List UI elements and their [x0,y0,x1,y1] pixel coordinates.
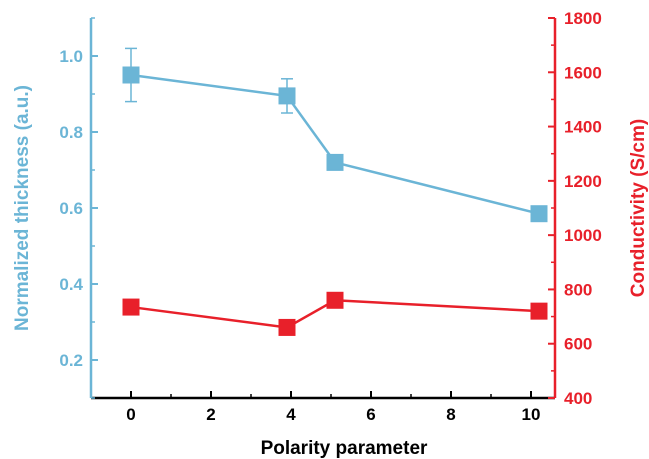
thickness-data-point [278,87,296,105]
left-y-tick-label: 0.8 [59,123,83,142]
right-y-axis-title: Conductivity (S/cm) [628,119,649,297]
right-y-tick-label: 800 [564,280,592,299]
x-tick-label: 8 [446,405,455,424]
x-tick-label: 4 [286,405,296,424]
labels-layer: Polarity parameter Normalized thickness … [12,85,649,459]
right-y-tick-label: 1200 [564,172,602,191]
right-y-tick-label: 1800 [564,9,602,28]
right-y-tick-label: 1400 [564,118,602,137]
left-y-tick-label: 0.6 [59,199,83,218]
left-y-tick-label: 1.0 [59,47,83,66]
conductivity-data-point [530,302,548,320]
thickness-data-point [530,205,548,223]
x-tick-label: 6 [366,405,375,424]
series-layer [122,47,548,336]
conductivity-series-line [130,299,540,329]
conductivity-data-point [122,298,140,316]
right-y-tick-label: 1000 [564,226,602,245]
x-axis-title: Polarity parameter [261,438,428,459]
thickness-series-line [130,73,540,215]
conductivity-data-point [326,291,344,309]
right-y-tick-label: 600 [564,335,592,354]
conductivity-data-point [278,318,296,336]
thickness-data-point [326,153,344,171]
left-y-tick-label: 0.4 [59,275,83,294]
axes-layer: 0 2 4 6 8 10 0.2 0.4 0.6 0.8 1.0 400 600 800 1000 1200 1… [59,9,601,424]
right-y-tick-label: 1600 [564,63,602,82]
left-y-tick-label: 0.2 [59,351,83,370]
x-tick-label: 10 [522,405,541,424]
left-y-axis-title: Normalized thickness (a.u.) [12,85,33,331]
right-y-tick-label: 400 [564,389,592,408]
x-tick-label: 2 [206,405,215,424]
thickness-data-point [122,66,140,84]
x-tick-label: 0 [126,405,135,424]
